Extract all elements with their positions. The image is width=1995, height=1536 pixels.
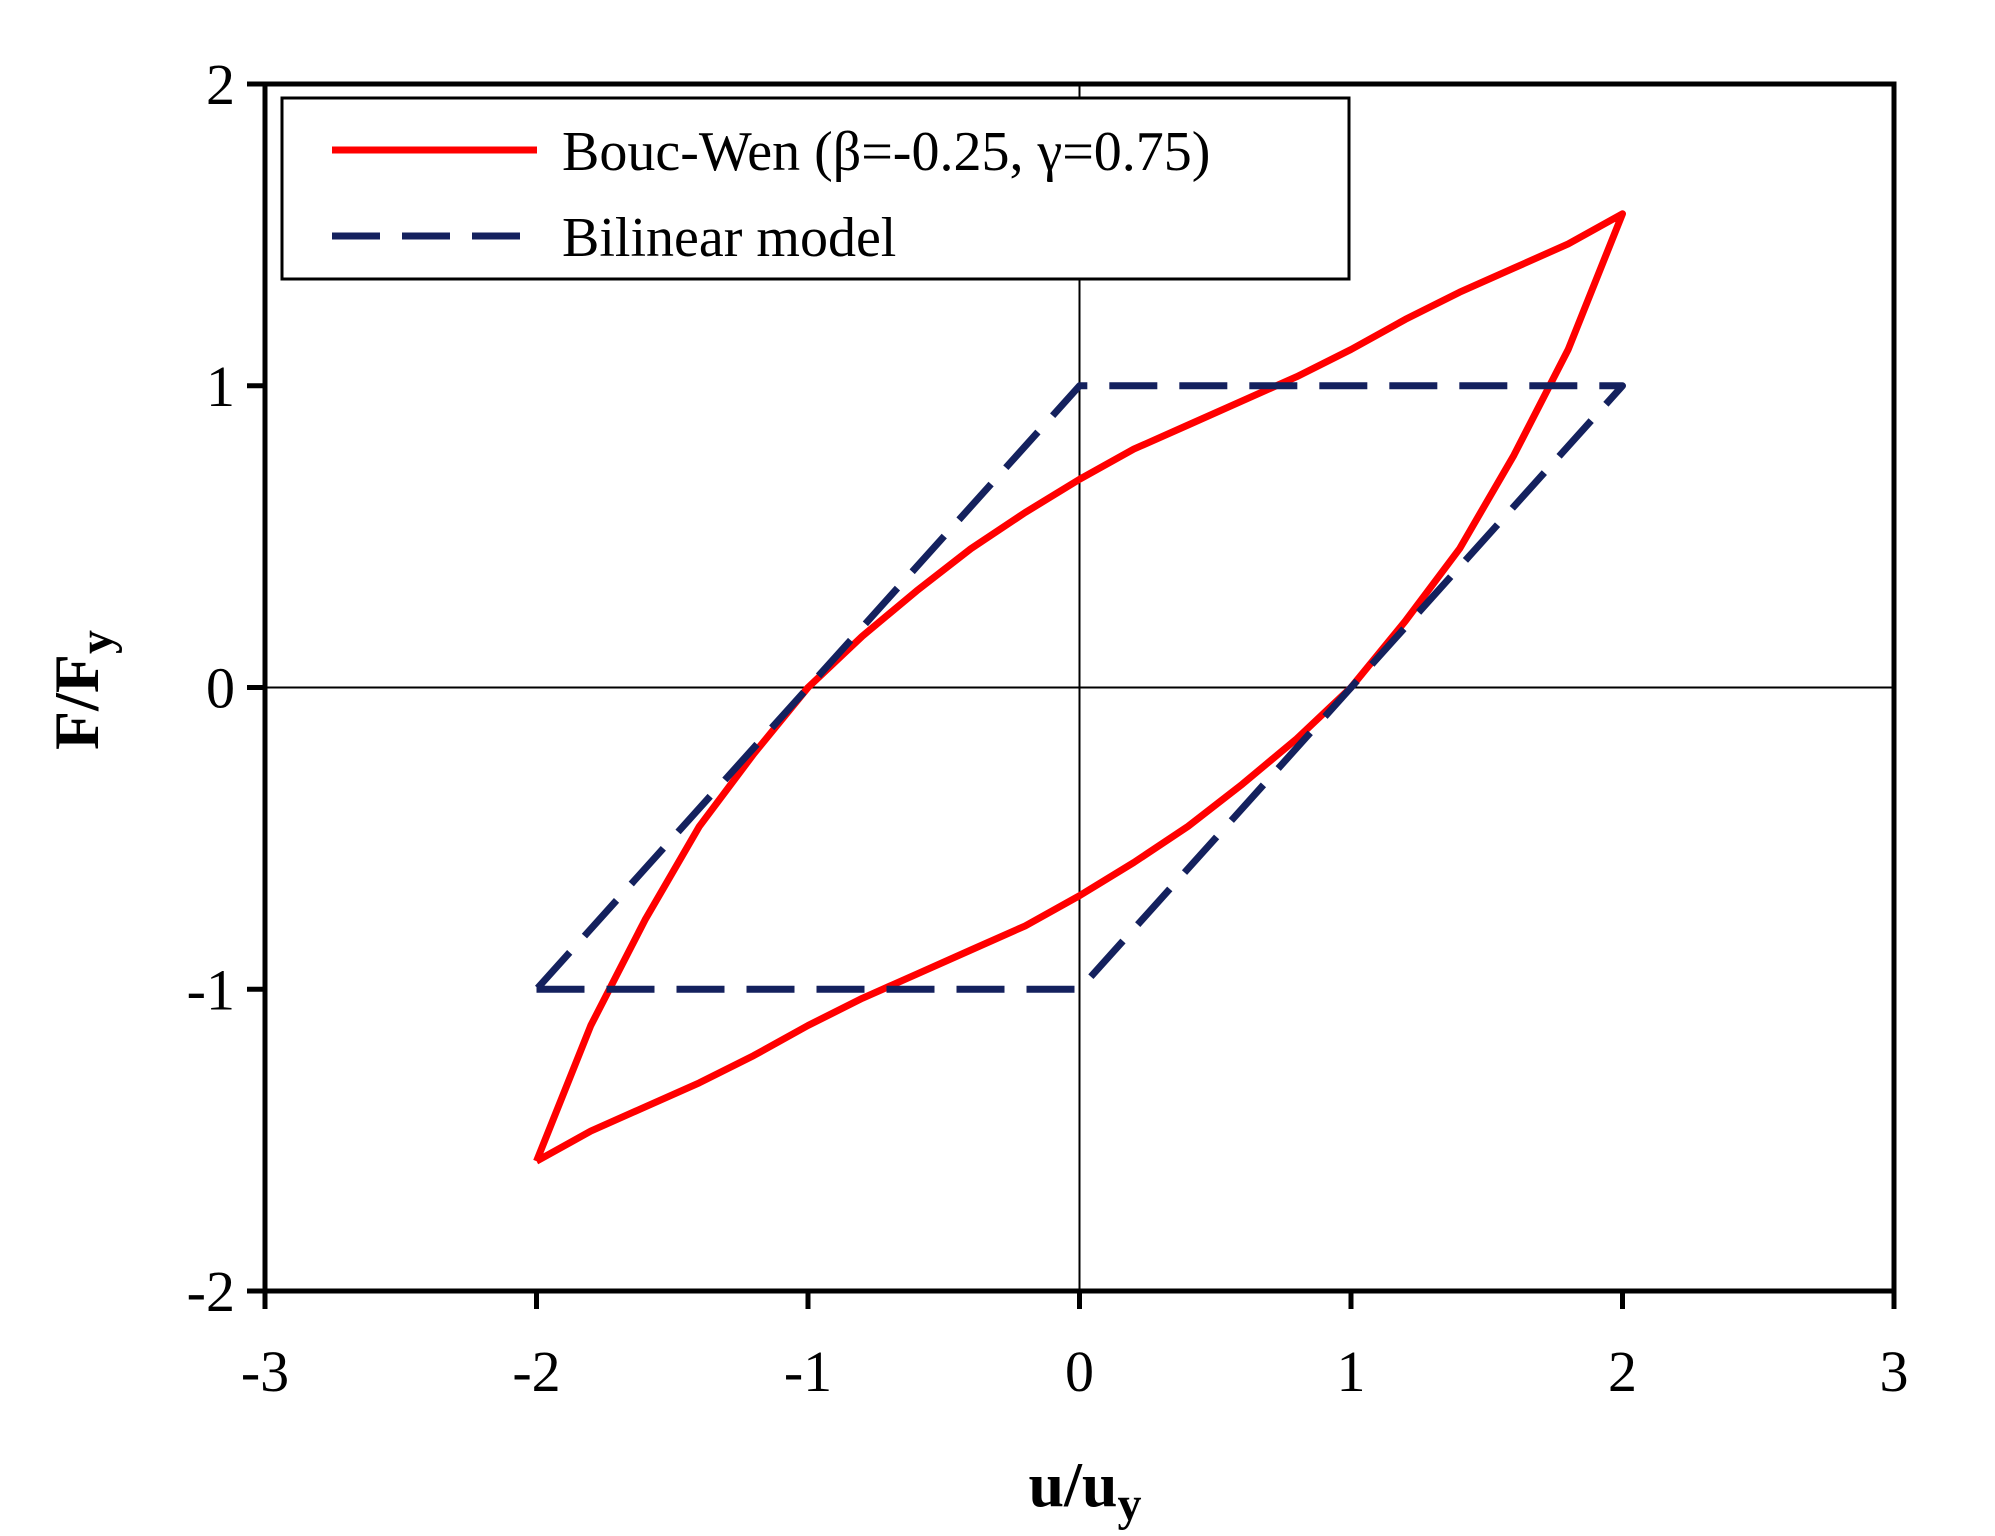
y-tick-label: 0 bbox=[206, 656, 235, 721]
x-tick-label: -1 bbox=[784, 1339, 832, 1404]
y-tick-label: -1 bbox=[187, 957, 235, 1022]
y-tick-label: 2 bbox=[206, 52, 235, 117]
x-axis-title: u/uy bbox=[1029, 1449, 1142, 1531]
y-axis-title-main: F/F bbox=[41, 654, 112, 750]
series-line-bilinear bbox=[533, 382, 1626, 993]
x-tick-label: 1 bbox=[1337, 1339, 1366, 1404]
x-axis: -3 -2 -1 0 1 2 3 bbox=[241, 1291, 1909, 1404]
y-axis: -2 -1 0 1 2 bbox=[187, 52, 265, 1324]
x-tick-label: 0 bbox=[1065, 1339, 1094, 1404]
y-axis-title-sub: y bbox=[70, 630, 123, 654]
x-tick-label: 2 bbox=[1608, 1339, 1637, 1404]
y-tick-label: 1 bbox=[206, 354, 235, 419]
x-axis-title-sub: y bbox=[1117, 1478, 1141, 1531]
x-tick-label: 3 bbox=[1880, 1339, 1909, 1404]
legend-box bbox=[280, 96, 1351, 281]
y-tick-label: -2 bbox=[187, 1259, 235, 1324]
legend-label-bilinear: Bilinear model bbox=[562, 207, 896, 269]
y-axis-title: F/Fy bbox=[41, 630, 123, 750]
x-axis-title-main: u/u bbox=[1029, 1449, 1118, 1520]
series-layer bbox=[533, 210, 1626, 1165]
series-line-bouc-wen bbox=[533, 210, 1626, 1165]
x-tick-label: -2 bbox=[512, 1339, 560, 1404]
x-tick-label: -3 bbox=[241, 1339, 289, 1404]
zero-lines bbox=[265, 84, 1894, 1291]
legend: Bouc-Wen (β=-0.25, γ=0.75) Bilinear mode… bbox=[280, 96, 1351, 281]
legend-label-bouc-wen: Bouc-Wen (β=-0.25, γ=0.75) bbox=[562, 121, 1210, 183]
